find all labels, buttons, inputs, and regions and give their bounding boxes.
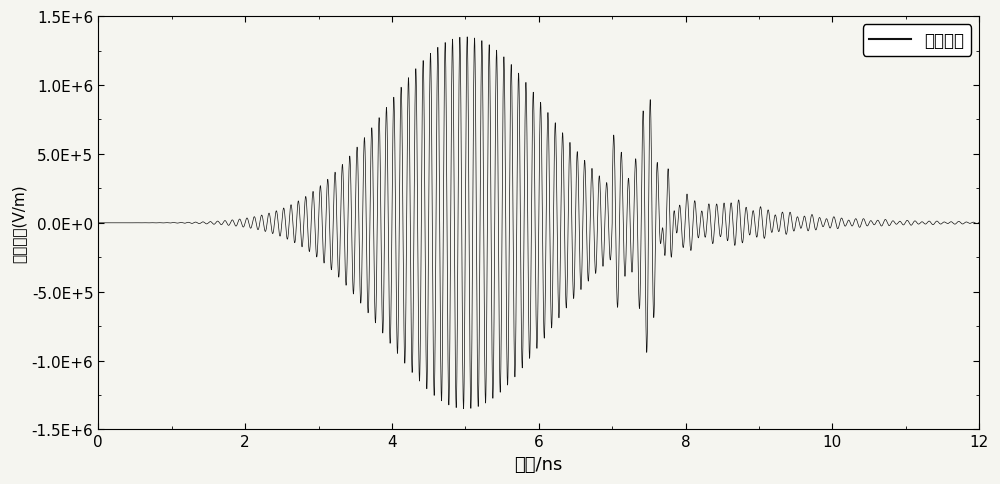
Y-axis label: 电场值／(V/m): 电场值／(V/m) <box>11 184 26 262</box>
Legend: 电场强度: 电场强度 <box>863 25 971 57</box>
X-axis label: 时间/ns: 时间/ns <box>515 455 563 473</box>
